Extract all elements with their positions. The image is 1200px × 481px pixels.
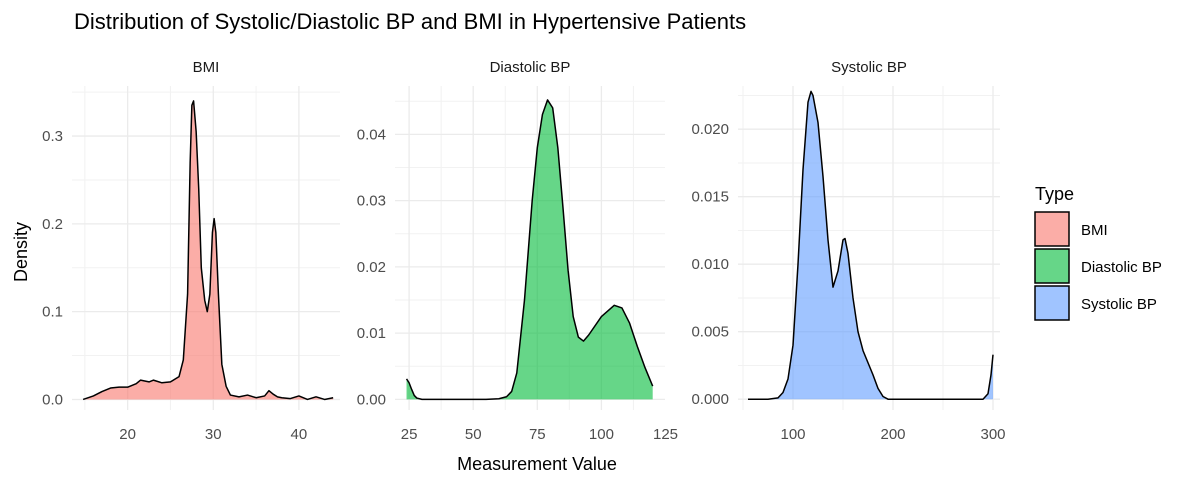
minor-grid [738,86,1000,410]
y-tick-label: 0.005 [691,324,729,341]
legend-label: BMI [1081,222,1108,239]
y-tick-label: 0.2 [42,216,63,233]
density-area-diastolic-bp [406,99,653,400]
strip-label-systolic-bp: Systolic BP [831,59,907,76]
y-tick-label: 0.015 [691,189,729,206]
minor-grid [72,86,340,410]
x-tick-label: 30 [205,426,222,443]
x-tick-label: 40 [291,426,308,443]
legend-item-diastolic-bp: Diastolic BP [1034,248,1162,284]
y-tick-label: 0.010 [691,256,729,273]
density-area-bmi [83,100,334,400]
legend-label: Systolic BP [1081,296,1157,313]
legend-item-systolic-bp: Systolic BP [1034,285,1157,321]
y-tick-label: 0.00 [357,391,386,408]
strip-label-bmi: BMI [193,59,220,76]
major-grid [395,86,665,410]
x-tick-label: 100 [780,426,805,443]
y-axis-title: Density [11,222,31,282]
strip-label-diastolic-bp: Diastolic BP [490,59,571,76]
y-tick-label: 0.01 [357,325,386,342]
x-tick-label: 25 [401,426,418,443]
y-tick-label: 0.02 [357,259,386,276]
facet-panels: 20 30 40 0.0 0.1 0.2 0.3 BMI 25 50 75 100 125 0.00 0.0… [42,59,1005,443]
y-tick-label: 0.1 [42,304,63,321]
x-tick-label: 300 [980,426,1005,443]
x-tick-label: 50 [465,426,482,443]
x-axis-title: Measurement Value [457,454,617,474]
legend-item-bmi: BMI [1034,211,1108,247]
legend-key [1034,248,1070,284]
legend: Type BMI Diastolic BP Systolic BP [1034,184,1162,321]
density-line-bmi [82,100,334,401]
panel-systolic-bp: 100 200 300 0.000 0.005 0.010 0.015 0.020 Systol… [691,59,1005,443]
y-tick-label: 0.0 [42,391,63,408]
panel-bmi: 20 30 40 0.0 0.1 0.2 0.3 BMI [42,59,340,443]
density-area-systolic-bp [748,91,993,400]
chart-title: Distribution of Systolic/Diastolic BP an… [74,9,746,34]
density-line-systolic-bp [748,90,994,400]
y-tick-label: 0.04 [357,126,386,143]
panel-diastolic-bp: 25 50 75 100 125 0.00 0.01 0.02 0.03 0.04 Diastoli… [357,59,678,443]
legend-title: Type [1035,184,1074,204]
x-tick-label: 125 [653,426,678,443]
y-tick-label: 0.03 [357,193,386,210]
x-tick-label: 75 [529,426,546,443]
x-tick-label: 200 [880,426,905,443]
legend-label: Diastolic BP [1081,259,1162,276]
y-tick-label: 0.3 [42,128,63,145]
density-line-diastolic-bp [405,99,654,401]
legend-key [1034,211,1070,247]
y-tick-label: 0.000 [691,391,729,408]
x-tick-label: 100 [589,426,614,443]
x-tick-label: 20 [119,426,136,443]
legend-key [1034,285,1070,321]
y-tick-label: 0.020 [691,121,729,138]
